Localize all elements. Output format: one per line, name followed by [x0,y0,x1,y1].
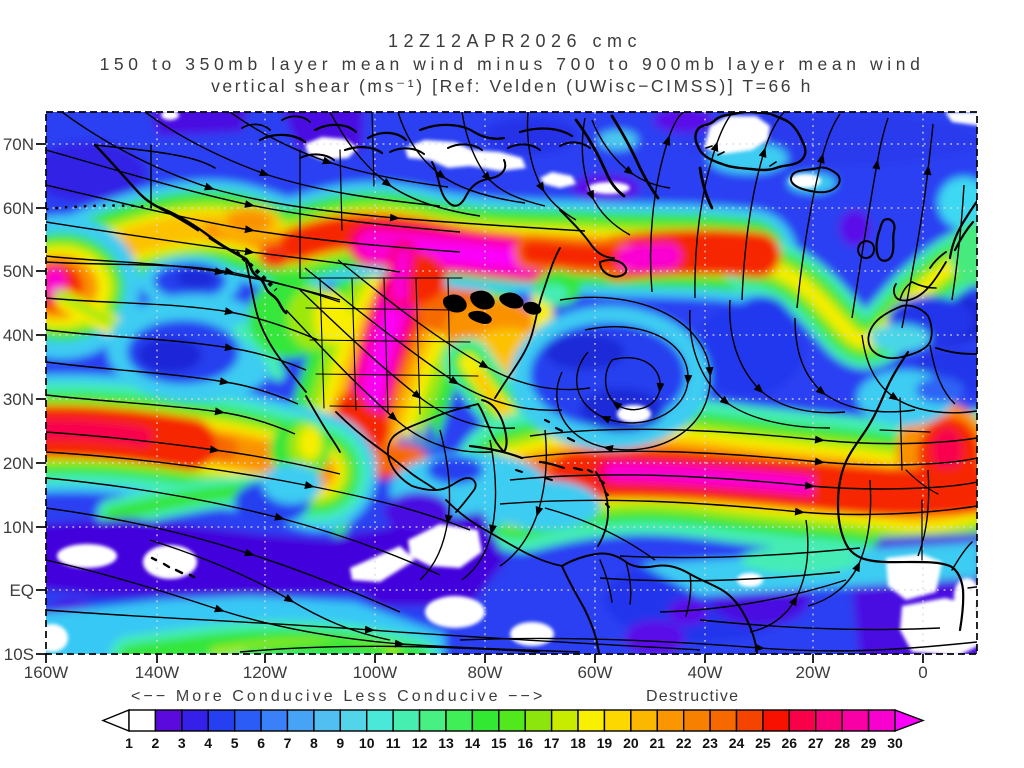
svg-text:20: 20 [623,735,639,751]
svg-text:160W: 160W [24,663,68,682]
svg-text:140W: 140W [135,663,179,682]
svg-text:24: 24 [729,735,745,751]
svg-text:12: 12 [412,735,428,751]
svg-text:30N: 30N [3,390,34,409]
svg-text:8: 8 [310,735,318,751]
svg-text:9: 9 [336,735,344,751]
svg-text:13: 13 [438,735,454,751]
svg-text:15: 15 [491,735,507,751]
svg-text:70N: 70N [3,135,34,154]
svg-text:10N: 10N [3,518,34,537]
svg-text:20N: 20N [3,454,34,473]
svg-text:40N: 40N [3,326,34,345]
svg-text:26: 26 [782,735,798,751]
svg-text:80W: 80W [468,663,503,682]
svg-text:28: 28 [834,735,850,751]
svg-text:21: 21 [650,735,666,751]
svg-text:23: 23 [702,735,718,751]
svg-text:Destructive: Destructive [646,688,739,705]
svg-text:7: 7 [284,735,292,751]
svg-text:EQ: EQ [9,581,34,600]
svg-text:19: 19 [597,735,613,751]
svg-text:16: 16 [517,735,533,751]
svg-text:11: 11 [386,735,401,751]
svg-text:60N: 60N [3,199,34,218]
svg-text:0: 0 [918,663,927,682]
svg-text:1: 1 [125,735,133,751]
svg-text:vertical shear (ms⁻¹) [Ref: Ve: vertical shear (ms⁻¹) [Ref: Velden (UWis… [211,76,813,96]
svg-text:120W: 120W [243,663,287,682]
svg-text:3: 3 [178,735,186,751]
svg-text:100W: 100W [353,663,397,682]
svg-text:22: 22 [676,735,692,751]
svg-text:10: 10 [359,735,375,751]
svg-text:6: 6 [257,735,265,751]
svg-text:2: 2 [152,735,160,751]
svg-text:17: 17 [544,735,560,751]
svg-text:14: 14 [465,735,481,751]
svg-text:20W: 20W [796,663,831,682]
svg-text:10S: 10S [4,645,34,664]
svg-text:5: 5 [231,735,239,751]
svg-text:27: 27 [808,735,824,751]
svg-text:<−− More Conducive Less Condu: <−− More Conducive Less Conducive −−> [131,688,545,705]
svg-text:40W: 40W [688,663,723,682]
svg-text:30: 30 [887,735,903,751]
svg-text:50N: 50N [3,262,34,281]
svg-text:18: 18 [570,735,586,751]
svg-text:4: 4 [204,735,212,751]
svg-text:12Z12APR2026 cmc: 12Z12APR2026 cmc [388,31,642,51]
svg-text:25: 25 [755,735,771,751]
svg-text:60W: 60W [578,663,613,682]
svg-text:29: 29 [861,735,877,751]
svg-text:150 to 350mb layer mean wind m: 150 to 350mb layer mean wind minus 700 t… [100,54,925,74]
